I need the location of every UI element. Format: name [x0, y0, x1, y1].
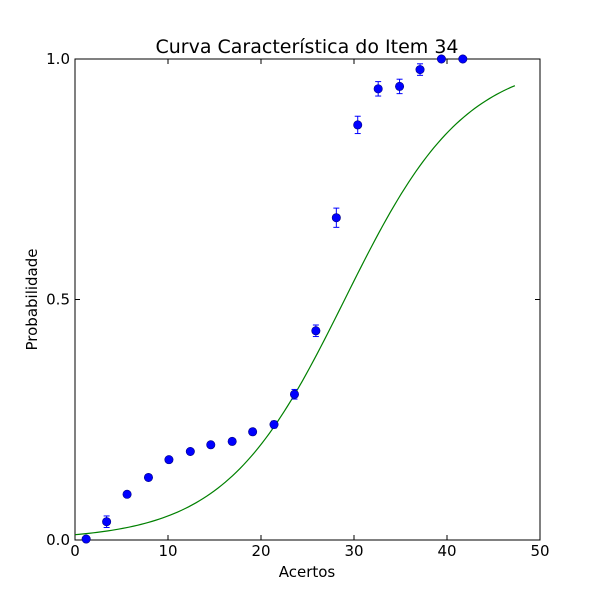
y-axis-label: Probabilidade [23, 249, 41, 351]
x-tick-label: 20 [251, 542, 270, 560]
data-point [373, 84, 383, 94]
data-point [458, 54, 468, 64]
data-point [143, 472, 153, 482]
data-point [206, 440, 216, 450]
data-point [102, 517, 112, 527]
data-point [248, 427, 258, 437]
data-point [164, 455, 174, 465]
data-points-layer [81, 54, 468, 544]
x-tick-label: 50 [530, 542, 549, 560]
data-point [331, 213, 341, 223]
chart-title: Curva Característica do Item 34 [155, 36, 458, 58]
plot-area [74, 54, 541, 544]
y-tick-label: 0.0 [46, 531, 70, 549]
data-point [81, 534, 91, 544]
y-tick-label: 0.5 [46, 291, 70, 309]
data-point [269, 420, 279, 430]
x-tick-label: 10 [158, 542, 177, 560]
data-point [289, 389, 299, 399]
axes-layer: 0 10 20 30 40 50 0.0 0.5 1.0 [46, 50, 549, 560]
data-point [436, 54, 446, 64]
x-tick-label: 40 [437, 542, 456, 560]
x-tick-label: 30 [344, 542, 363, 560]
data-point [311, 326, 321, 336]
data-point [227, 436, 237, 446]
x-tick-label: 0 [70, 542, 80, 560]
data-point [185, 446, 195, 456]
data-point [395, 81, 405, 91]
data-point [122, 489, 132, 499]
y-tick-label: 1.0 [46, 50, 70, 68]
plot-frame [74, 58, 541, 541]
x-axis-label: Acertos [279, 563, 336, 581]
data-point [353, 120, 363, 130]
data-point [415, 65, 425, 75]
